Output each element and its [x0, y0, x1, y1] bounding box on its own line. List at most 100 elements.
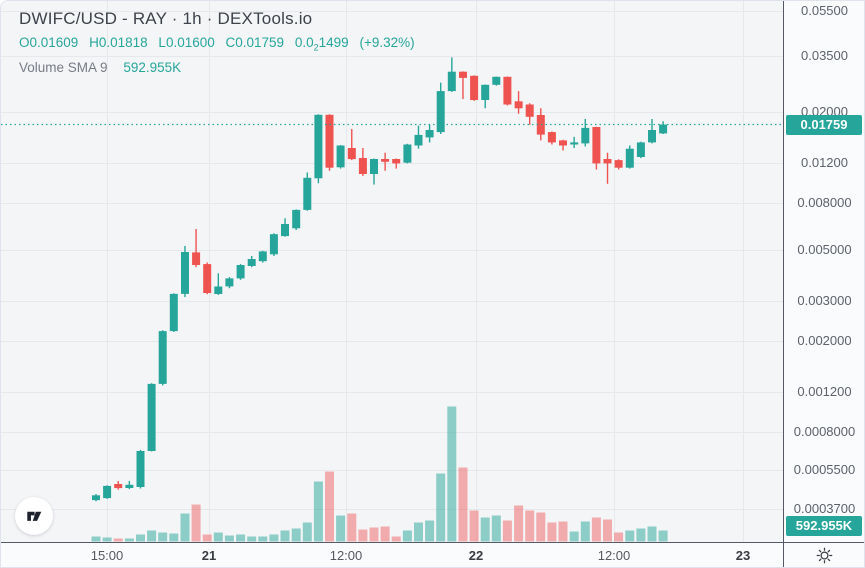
volume-bar	[169, 533, 179, 542]
volume-bar	[336, 515, 346, 542]
candle-body	[103, 485, 112, 499]
candle-body	[214, 286, 223, 294]
volume-bar	[591, 517, 601, 542]
volume-bar	[502, 520, 512, 542]
price-tick-label: 0.001200	[797, 383, 852, 399]
volume-bar	[536, 512, 546, 542]
candle-body	[525, 104, 534, 117]
volume-bar	[603, 519, 612, 542]
volume-bar	[480, 517, 490, 542]
time-tick-label: 21	[201, 548, 217, 563]
volume-bar	[425, 520, 435, 542]
volume-bar	[636, 528, 646, 542]
volume-bar	[358, 529, 368, 542]
candle-body	[447, 71, 456, 92]
volume-bar	[213, 532, 223, 542]
volume-bar	[280, 530, 290, 542]
price-tick-label: 0.0005500	[793, 461, 856, 477]
last-price-badge: 0.01759	[786, 114, 862, 135]
candle-body	[370, 159, 378, 174]
candle-body	[570, 142, 579, 145]
volume-bar	[514, 505, 524, 542]
volume-bar	[136, 534, 145, 542]
candle-body	[614, 160, 623, 168]
candle-body	[358, 158, 367, 174]
candle-body	[392, 159, 401, 164]
candle-body	[559, 140, 567, 146]
time-tick-label: 23	[735, 548, 751, 563]
candle-body	[581, 127, 590, 144]
candle-body	[125, 484, 134, 488]
candlestick-chart	[1, 1, 783, 542]
candle-body	[92, 495, 100, 501]
candle-body	[203, 264, 212, 293]
candle-body	[436, 91, 445, 133]
volume-bar	[147, 530, 157, 542]
candle-body	[236, 265, 245, 279]
candle-body	[292, 209, 301, 229]
volume-bar	[325, 471, 334, 542]
candle-body	[169, 293, 178, 332]
candle-body	[459, 71, 467, 78]
volume-bar	[658, 530, 668, 542]
price-tick-label: 0.002000	[797, 333, 852, 349]
candle-body	[603, 159, 612, 164]
tradingview-logo[interactable]	[15, 497, 53, 535]
volume-bar	[580, 521, 590, 542]
candle-body	[625, 148, 634, 168]
time-tick-label: 15:00	[90, 548, 124, 563]
candle-body	[258, 251, 267, 262]
volume-bar	[569, 531, 579, 542]
volume-bar	[91, 536, 101, 542]
volume-bar	[347, 513, 357, 542]
volume-bar	[558, 521, 568, 542]
volume-bar	[447, 406, 457, 542]
volume-bar	[369, 527, 379, 542]
candle-body	[470, 75, 479, 100]
candle-body	[114, 484, 123, 489]
time-axis[interactable]: 15:00 21 12:00 22 12:00 23	[1, 542, 783, 567]
volume-bar	[547, 522, 557, 542]
candle-body	[592, 127, 601, 164]
candle-body	[425, 130, 434, 138]
candle-body	[325, 114, 334, 168]
candle-body	[536, 115, 545, 135]
candle-body	[181, 252, 189, 294]
volume-bar	[247, 536, 257, 542]
chart-plot-area[interactable]: DWIFC/USD - RAY · 1h · DEXTools.io O0.01…	[1, 1, 783, 542]
candle-body	[269, 234, 278, 255]
candle-body	[347, 148, 356, 160]
candle-body	[192, 252, 201, 265]
candle-body	[636, 142, 645, 157]
volume-bar	[647, 526, 657, 542]
candle-body	[303, 177, 312, 210]
price-tick-label: 0.008000	[797, 194, 852, 210]
price-axis[interactable]: 0.01759 592.955K 0.05500 0.03500 0.02000 0.…	[783, 1, 864, 542]
candle-body	[281, 224, 289, 237]
gear-button[interactable]	[814, 545, 835, 566]
time-tick-label: 12:00	[597, 548, 631, 563]
volume-bar	[224, 535, 234, 542]
volume-bar	[302, 522, 312, 542]
candle-body	[481, 84, 490, 100]
volume-bar	[313, 481, 323, 542]
volume-bar	[391, 536, 401, 542]
candle-body	[403, 144, 412, 163]
volume-bar	[469, 510, 479, 542]
volume-bar	[402, 530, 412, 542]
candle-body	[147, 383, 156, 451]
axis-settings-corner	[783, 542, 864, 567]
candle-body	[136, 451, 145, 487]
candle-body	[414, 134, 423, 146]
volume-bar	[102, 537, 112, 542]
candle-body	[514, 101, 523, 109]
volume-bar	[202, 534, 212, 542]
candle-body	[314, 114, 323, 179]
volume-bar	[236, 534, 246, 542]
volume-bar	[614, 532, 624, 542]
volume-bar	[191, 504, 201, 542]
volume-bar	[180, 513, 190, 542]
candle-body	[648, 130, 656, 143]
price-tick-label: 0.03500	[801, 48, 848, 63]
time-tick-label: 22	[468, 548, 484, 563]
